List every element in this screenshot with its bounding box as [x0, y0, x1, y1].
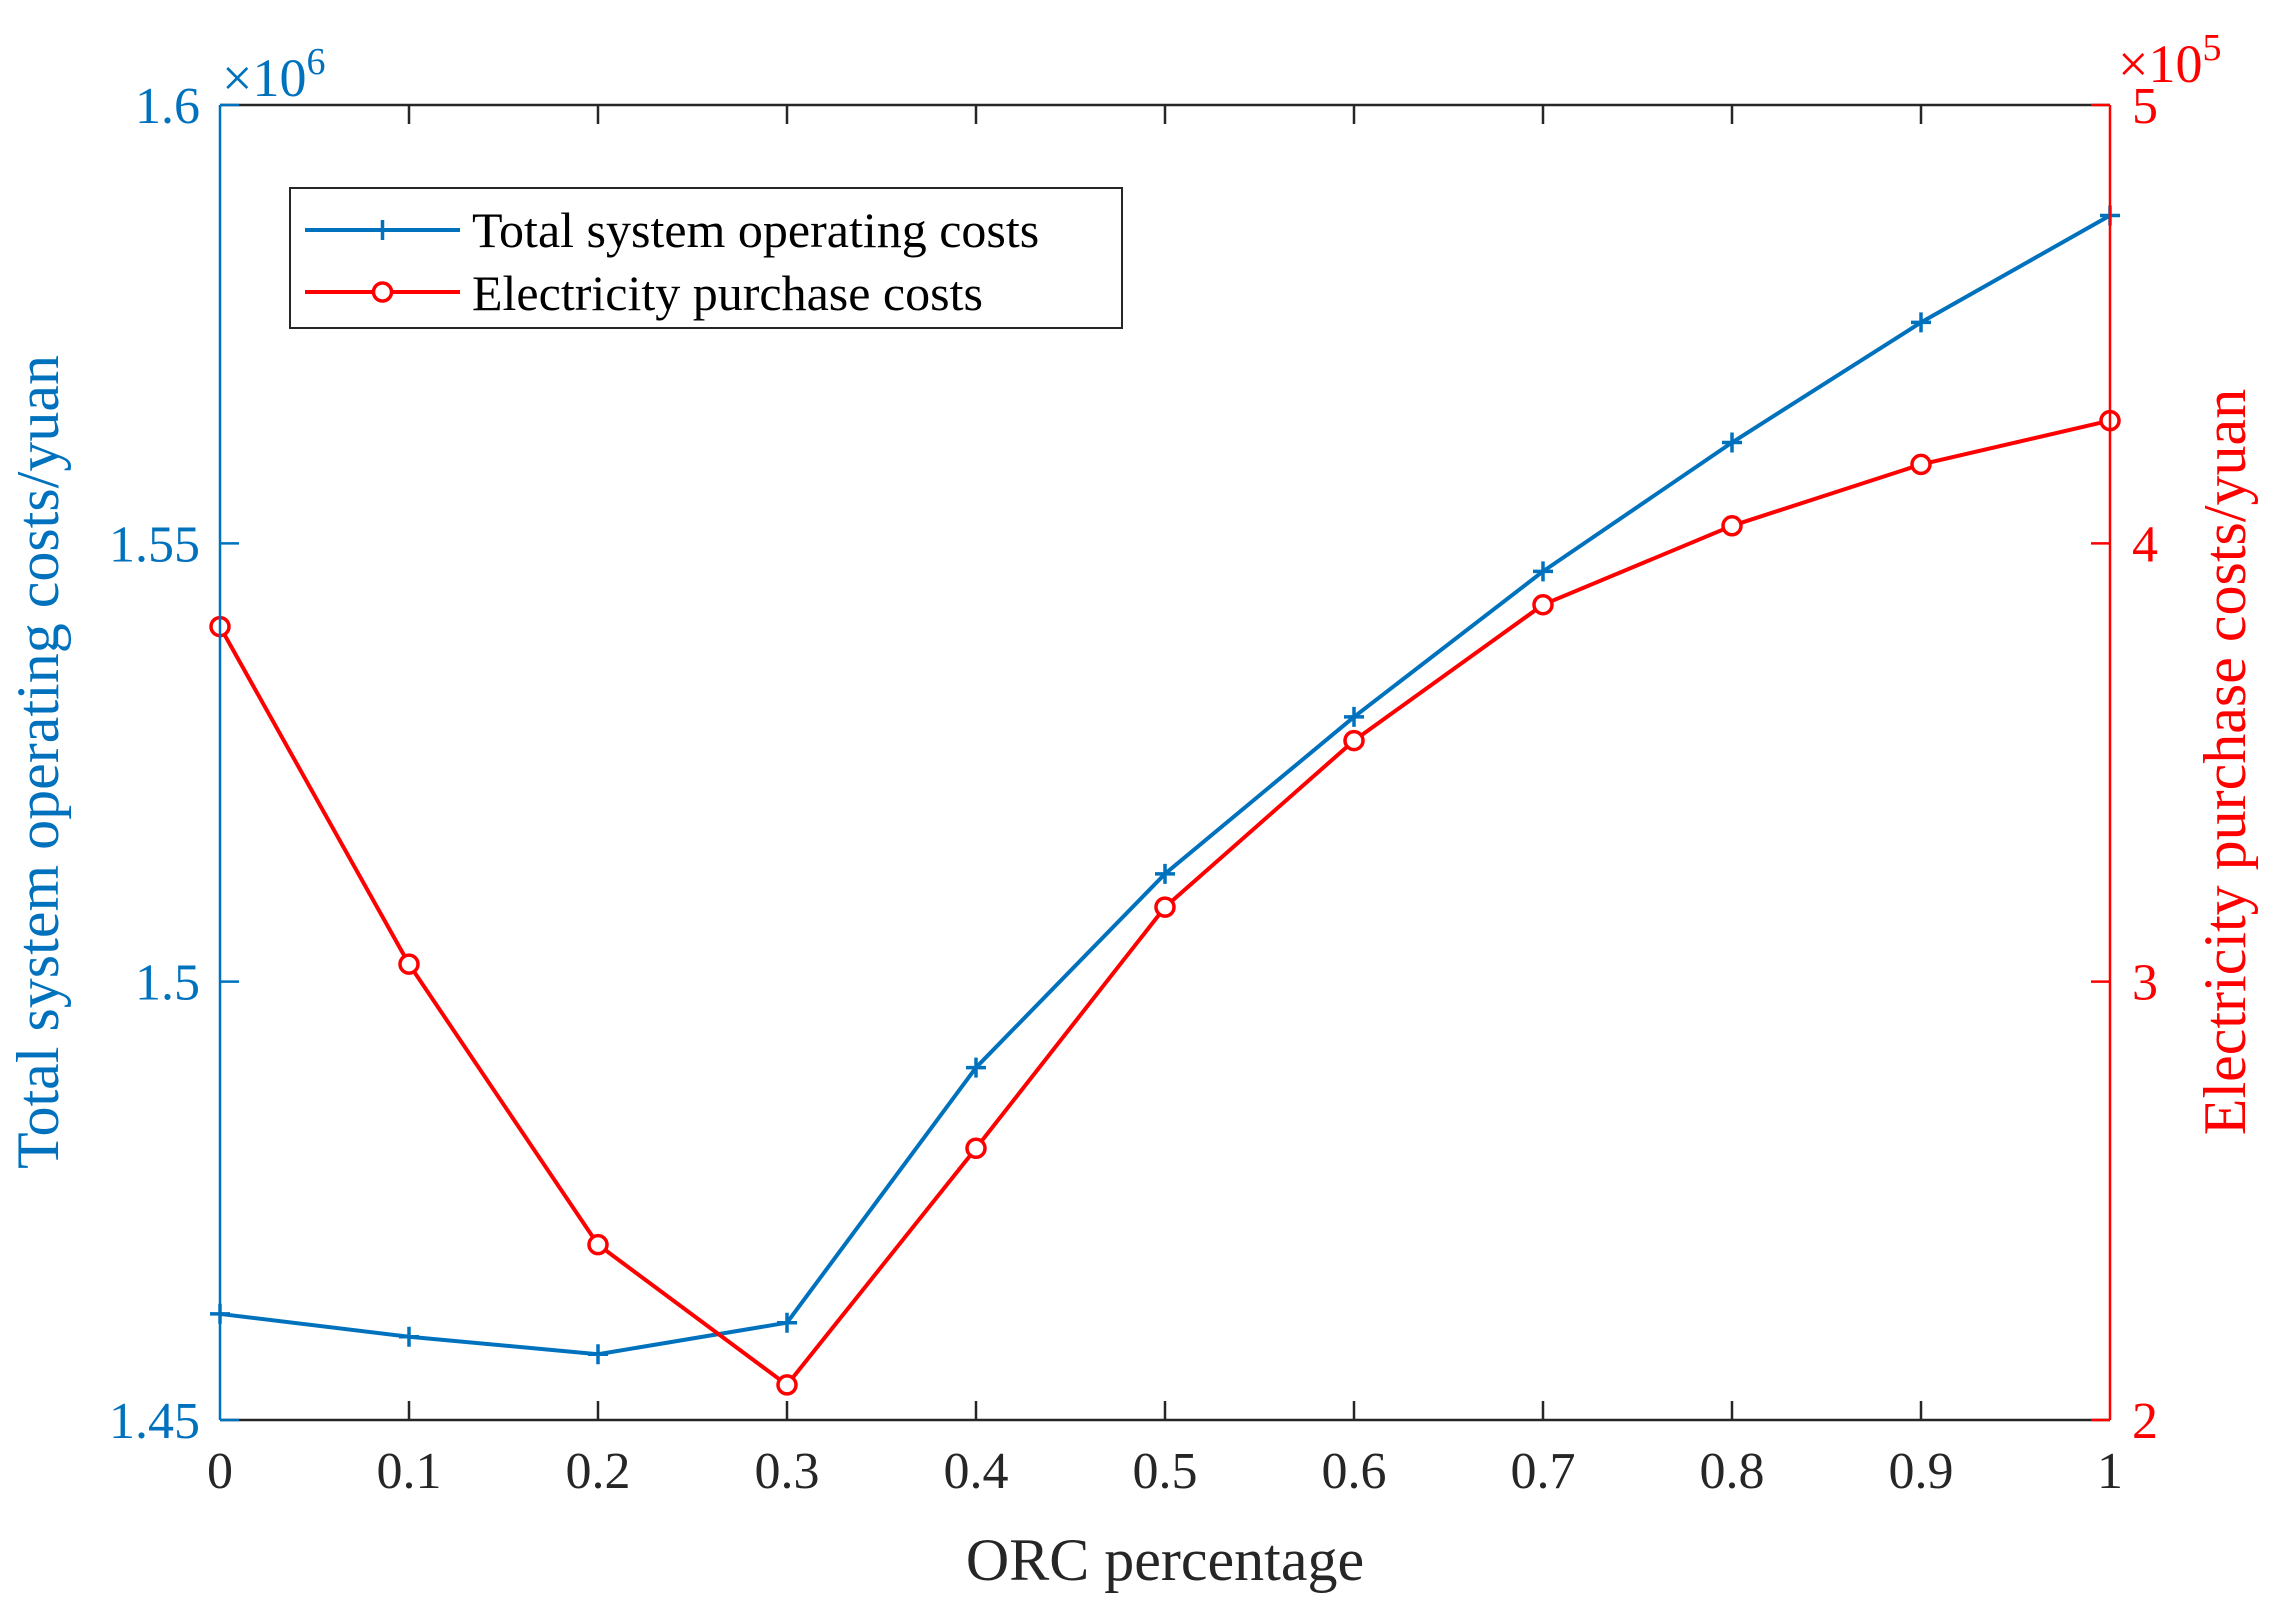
y-right-tick-label: 2	[2132, 1393, 2158, 1450]
legend: Total system operating costs Electricity…	[289, 187, 1123, 329]
legend-entry-total-cost: Total system operating costs	[305, 202, 1039, 258]
legend-marker-plus	[372, 220, 393, 240]
series-layer	[209, 205, 2121, 1396]
y-left-tick-label: 1.6	[135, 78, 200, 135]
x-tick-label: 0.1	[377, 1443, 442, 1500]
x-tick-label: 0.9	[1889, 1443, 1954, 1500]
data-point-circle	[1343, 729, 1365, 752]
data-point-plus	[588, 1344, 608, 1365]
y-left-tick-label: 1.5	[135, 955, 200, 1012]
data-point-plus	[1911, 312, 1931, 333]
data-point-plus	[777, 1312, 797, 1333]
y-left-axis-label: Total system operating costs/yuan	[5, 355, 71, 1169]
ticks-layer: 0 0.1 0.2 0.3 0.4 0.5 0.6 0.7 0.8 0.9 1 1.45 1.5 1.55…	[109, 78, 2158, 1500]
y-right-axis-label: Electricity purchase costs/yuan	[2192, 389, 2258, 1135]
x-tick-label: 0.4	[944, 1443, 1009, 1500]
legend-entry-electricity-cost: Electricity purchase costs	[305, 265, 983, 321]
data-point-plus	[1533, 561, 1553, 582]
x-tick-label: 0.8	[1700, 1443, 1765, 1500]
data-point-circle	[965, 1137, 987, 1159]
data-point-circle	[1154, 896, 1176, 918]
y-right-tick-label: 5	[2132, 78, 2158, 135]
y-left-multiplier-base: ×10	[222, 48, 306, 108]
x-tick-label: 0.2	[566, 1443, 631, 1500]
data-point-circle	[587, 1233, 609, 1256]
x-tick-label: 0	[207, 1443, 233, 1500]
data-point-plus	[1155, 863, 1175, 884]
legend-marker-circle	[371, 281, 394, 303]
data-point-circle	[398, 953, 420, 975]
x-tick-label: 0.7	[1511, 1443, 1576, 1500]
x-tick-label: 1	[2097, 1443, 2123, 1500]
data-point-circle	[1721, 515, 1743, 537]
y-left-tick-label: 1.45	[109, 1393, 200, 1450]
data-point-plus	[1722, 432, 1742, 453]
data-point-plus	[1344, 706, 1364, 727]
x-tick-label: 0.3	[755, 1443, 820, 1500]
data-point-circle	[776, 1374, 798, 1396]
y-left-tick-label: 1.55	[109, 516, 200, 573]
legend-box	[289, 187, 1123, 329]
y-left-multiplier-exponent: 6	[306, 41, 325, 83]
y-left-multiplier: ×106	[222, 41, 325, 108]
data-point-plus	[966, 1057, 986, 1078]
legend-label-total-cost: Total system operating costs	[472, 202, 1039, 258]
legend-label-electricity-cost: Electricity purchase costs	[472, 265, 983, 321]
series-electricity-cost	[209, 409, 2121, 1396]
data-point-circle	[1910, 453, 1932, 476]
y-right-tick-label: 4	[2132, 516, 2158, 573]
x-axis-label: ORC percentage	[966, 1527, 1364, 1593]
data-point-plus	[399, 1326, 419, 1347]
y-right-multiplier-base: ×10	[2118, 34, 2202, 94]
data-point-circle	[1532, 593, 1554, 616]
y-right-multiplier: ×105	[2118, 27, 2221, 94]
y-right-tick-label: 3	[2132, 955, 2158, 1012]
y-right-multiplier-exponent: 5	[2202, 27, 2221, 69]
x-tick-label: 0.6	[1322, 1443, 1387, 1500]
x-tick-label: 0.5	[1133, 1443, 1198, 1500]
